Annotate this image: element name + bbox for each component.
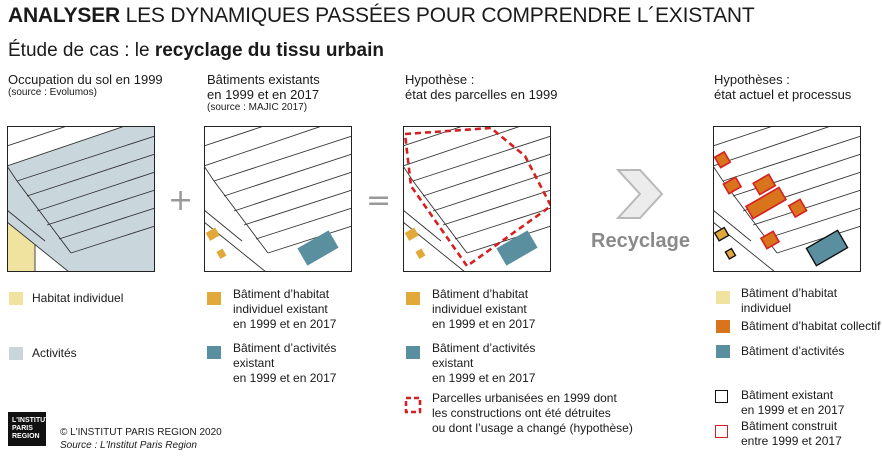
housing-building: [713, 226, 730, 242]
swatch-collective-housing: [716, 320, 730, 333]
swatch-individual-housing: [9, 292, 23, 305]
swatch-housing-existing: [207, 292, 221, 305]
new-collective-building: [722, 176, 743, 195]
chevron-right-icon: [615, 169, 664, 219]
individual-housing-area: [7, 222, 35, 272]
housing-building: [724, 247, 737, 260]
new-collective-building: [713, 150, 732, 169]
legend-activity-existing: Bâtiment d’activités existant en 1999 et e…: [233, 341, 337, 385]
legend-new-building: Bâtiment construit entre 1999 et 2017: [741, 419, 842, 448]
legend-housing-existing: Bâtiment d’habitat individuel existant en …: [233, 287, 337, 331]
housing-building: [404, 227, 419, 241]
new-collective-building: [752, 173, 777, 196]
activity-building: [805, 229, 849, 267]
new-collective-building: [787, 198, 808, 219]
legend-recycled-parcels: Parcelles urbanisées en 1999 dont les con…: [432, 391, 633, 435]
housing-building: [216, 248, 227, 259]
swatch-new-building: [715, 425, 728, 438]
column-1-title: Occupation du sol en 1999 (source : Evol…: [8, 72, 163, 98]
swatch-activity-existing: [207, 346, 221, 359]
legend-collective-housing: Bâtiment d’habitat collectif: [741, 319, 881, 333]
column-2-title: Bâtiments existants en 1999 et en 2017 (…: [207, 72, 320, 113]
equals-operator: =: [366, 183, 392, 218]
swatch-activities: [9, 347, 23, 360]
page-subtitle: Étude de cas : le recyclage du tissu urb…: [8, 40, 384, 61]
activities-area: [7, 126, 155, 272]
activity-building: [496, 230, 538, 266]
housing-building: [205, 227, 220, 241]
map-parcels-1999: [403, 126, 551, 272]
legend-housing-existing: Bâtiment d’habitat individuel existant en …: [432, 287, 536, 331]
dashed-outline-swatch: [404, 396, 422, 414]
swatch-housing-existing: [406, 292, 420, 305]
footer-credits: © L'INSTITUT PARIS REGION 2020 Source : …: [60, 427, 222, 451]
map-buildings-1999-2017: [204, 126, 352, 272]
page-title: ANALYSER LES DYNAMIQUES PASSÉES POUR COM…: [8, 4, 755, 27]
swatch-activity-existing: [406, 346, 420, 359]
recycling-label: Recyclage: [591, 230, 690, 252]
legend-individual-housing: Habitat individuel: [32, 291, 124, 305]
swatch-existing-building: [715, 390, 728, 403]
legend-individual-housing-4: Bâtiment d’habitat individuel: [741, 286, 838, 315]
swatch-activities-4: [716, 345, 730, 358]
institute-logo: L'INSTITUT PARIS REGION: [8, 412, 49, 446]
legend-activities-4: Bâtiment d’activités: [741, 344, 845, 358]
map-current-state: [713, 126, 861, 272]
legend-existing-building: Bâtiment existant en 1999 et en 2017: [741, 388, 845, 417]
housing-building: [415, 248, 426, 259]
column-3-title: Hypothèse : état des parcelles en 1999: [405, 72, 558, 102]
activity-building: [297, 230, 339, 266]
plus-operator: +: [168, 183, 194, 218]
new-collective-building: [759, 230, 781, 250]
column-4-title: Hypothèses : état actuel et processus: [714, 72, 852, 102]
legend-activity-existing: Bâtiment d’activités existant en 1999 et e…: [432, 341, 536, 385]
map-land-use-1999: [7, 126, 155, 272]
legend-activities: Activités: [32, 346, 77, 360]
swatch-individual-housing: [716, 291, 730, 304]
new-collective-building: [744, 186, 788, 220]
